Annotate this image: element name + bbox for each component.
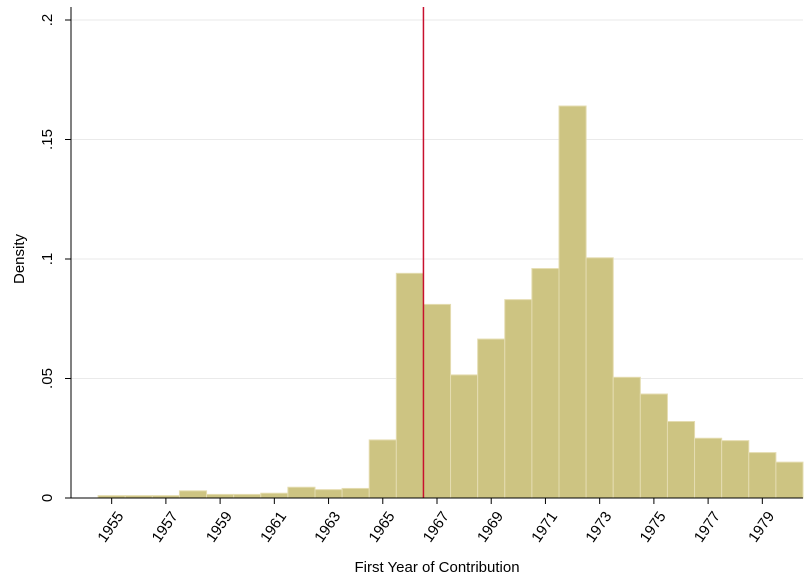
- bar: [748, 452, 777, 499]
- bar: [666, 421, 696, 499]
- bar: [694, 437, 723, 499]
- bar: [450, 374, 479, 499]
- bar: [585, 257, 614, 499]
- y-axis-title: Density: [11, 233, 28, 284]
- bar: [612, 376, 641, 499]
- x-tick-label: 1969: [474, 509, 507, 546]
- bar: [504, 299, 533, 499]
- y-tick-label: .2: [39, 14, 56, 27]
- bar: [260, 492, 289, 499]
- bar: [721, 440, 750, 499]
- y-tick-label: 0: [39, 494, 56, 502]
- bar: [206, 493, 235, 499]
- x-axis-title: First Year of Contribution: [354, 559, 519, 576]
- bar: [233, 493, 262, 499]
- x-tick-label: 1975: [637, 509, 670, 546]
- y-tick-label: .15: [39, 129, 56, 150]
- x-tick-label: 1961: [257, 509, 290, 546]
- x-tick-label: 1957: [149, 509, 182, 546]
- x-tick-label: 1963: [311, 509, 344, 546]
- bar: [558, 105, 587, 499]
- bar: [287, 486, 316, 499]
- bar: [341, 487, 370, 499]
- bar: [395, 272, 424, 499]
- x-tick-label: 1977: [691, 509, 724, 546]
- bar: [639, 393, 668, 499]
- x-tick-label: 1971: [528, 509, 561, 546]
- bar: [314, 489, 343, 499]
- bar: [368, 439, 397, 499]
- y-tick-label: .05: [39, 368, 56, 389]
- bar: [477, 338, 506, 499]
- bar: [178, 490, 208, 499]
- bar: [422, 303, 452, 499]
- x-tick-label: 1967: [420, 509, 453, 546]
- bar: [775, 461, 804, 499]
- y-tick-label: .1: [39, 253, 56, 266]
- bar: [531, 268, 560, 499]
- x-tick-label: 1959: [203, 509, 236, 546]
- x-tick-label: 1965: [366, 509, 399, 546]
- x-tick-label: 1955: [94, 509, 127, 546]
- x-tick-label: 1973: [582, 509, 615, 546]
- x-tick-label: 1979: [745, 509, 778, 546]
